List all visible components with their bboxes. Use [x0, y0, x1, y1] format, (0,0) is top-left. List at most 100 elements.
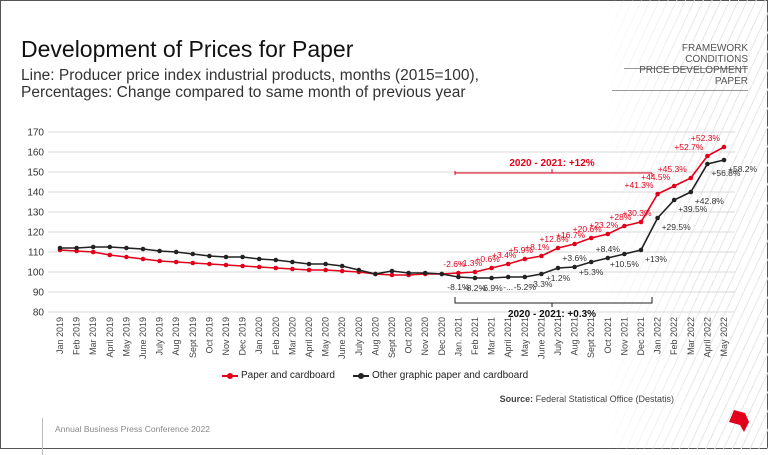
data-label: -8.2% — [464, 283, 487, 293]
data-point — [671, 183, 677, 189]
x-tick-label: Dec 2021 — [636, 317, 646, 356]
data-point — [323, 267, 328, 273]
data-label: +29.5% — [662, 222, 692, 232]
footer-event: Annual Business Press Conference 2022 — [42, 418, 210, 455]
data-label: +3.6% — [562, 253, 587, 263]
data-point — [389, 268, 395, 274]
data-point — [207, 253, 212, 259]
data-label: +8.1% — [525, 242, 550, 252]
x-tick-label: Dec 2019 — [238, 317, 248, 356]
data-point — [655, 191, 660, 197]
data-point — [539, 253, 544, 259]
y-tick-label: 120 — [27, 228, 44, 239]
data-point — [605, 231, 611, 237]
x-tick-label: Nov 2020 — [420, 317, 430, 356]
legend-marker-black-icon — [352, 372, 369, 379]
x-tick-label: Sept 2020 — [387, 317, 397, 358]
data-point — [107, 252, 113, 258]
y-tick-label: 170 — [27, 128, 44, 139]
data-point — [157, 248, 162, 254]
data-point — [572, 264, 577, 270]
data-label: +0.6% — [475, 254, 500, 264]
x-tick-label: April 2019 — [105, 317, 115, 358]
subtitle-line-2: Percentages: Change compared to same mon… — [21, 84, 466, 101]
x-tick-label: Feb 2020 — [271, 317, 281, 355]
y-tick-label: 130 — [27, 208, 44, 219]
data-label: +30.3% — [622, 208, 652, 218]
data-point — [705, 161, 710, 167]
x-tick-label: April 2022 — [702, 317, 712, 358]
x-tick-label: Jan. 2021 — [453, 317, 463, 357]
chart-legend: Paper and cardboard Other graphic paper … — [222, 370, 528, 381]
y-tick-label: 110 — [28, 248, 44, 259]
other-period-bracket — [454, 297, 653, 307]
x-tick-label: Mar 2019 — [88, 317, 98, 355]
x-tick-label: Nov 2021 — [619, 317, 629, 356]
data-point — [306, 261, 312, 267]
data-point — [622, 251, 627, 257]
data-point — [572, 241, 577, 247]
data-point — [190, 251, 196, 257]
data-label: +12.8% — [539, 234, 569, 244]
source-text: Federal Statistical Office (Destatis) — [533, 394, 674, 404]
data-label: +28% — [609, 212, 631, 222]
x-tick-label: May 2021 — [520, 317, 530, 357]
data-point — [721, 144, 727, 150]
data-point — [273, 257, 279, 263]
data-label: +23.2% — [589, 220, 619, 230]
data-point — [555, 265, 561, 271]
data-point — [124, 254, 129, 260]
x-tick-label: Sept 2021 — [586, 317, 596, 358]
data-label: -6.9% — [480, 283, 503, 293]
data-point — [588, 235, 594, 241]
data-point — [505, 274, 511, 280]
x-tick-label: Nov 2019 — [221, 317, 231, 356]
company-logo-icon — [729, 410, 749, 432]
data-label: +3.4% — [492, 250, 517, 260]
y-tick-label: 90 — [33, 288, 45, 299]
data-label: -2.6% — [443, 259, 466, 269]
data-point — [124, 245, 129, 251]
x-tick-label: July 2020 — [354, 317, 364, 356]
data-label: +8.4% — [596, 244, 621, 254]
x-tick-label: May 2020 — [321, 317, 331, 357]
data-point — [290, 259, 295, 265]
data-label: +5.3% — [579, 267, 604, 277]
data-point — [356, 267, 362, 273]
other-period-label: 2020 - 2021: +0.3% — [508, 309, 596, 320]
nav-framework-conditions[interactable]: FRAMEWORK CONDITIONS — [624, 43, 748, 69]
data-label: +52.7% — [674, 142, 704, 152]
data-point — [140, 256, 146, 262]
x-tick-label: Oct 2019 — [204, 317, 214, 354]
data-label: +44.5% — [641, 172, 671, 182]
data-point — [240, 263, 245, 269]
x-tick-label: April 2021 — [503, 317, 513, 358]
data-point — [373, 271, 378, 277]
paper-period-bracket — [454, 169, 653, 177]
x-tick-label: Jan 2022 — [653, 317, 663, 354]
legend-label: Other graphic paper and cardboard — [371, 370, 529, 381]
data-point — [489, 275, 494, 281]
source-note: Source: Federal Statistical Office (Dest… — [500, 394, 674, 404]
data-point — [207, 261, 212, 267]
nav-price-development-paper[interactable]: PRICE DEVELOPMENT PAPER — [612, 65, 748, 91]
data-label: +58.2% — [728, 164, 758, 174]
y-tick-label: 150 — [27, 168, 44, 179]
subtitle: Line: Producer price index industrial pr… — [21, 67, 479, 101]
data-label: -3.3% — [530, 279, 553, 289]
data-point — [688, 175, 694, 181]
data-point — [422, 270, 428, 276]
data-point — [539, 271, 544, 277]
legend-label: Paper and cardboard — [241, 370, 335, 381]
data-point — [273, 265, 279, 271]
data-label: +1.2% — [546, 273, 571, 283]
data-point — [505, 261, 511, 267]
data-label: +10.5% — [610, 259, 640, 269]
legend-item-paper[interactable]: Paper and cardboard — [222, 370, 335, 381]
data-point — [339, 263, 345, 269]
data-point — [588, 259, 594, 265]
x-tick-label: May 2022 — [719, 317, 729, 357]
legend-item-other[interactable]: Other graphic paper and cardboard — [352, 370, 529, 381]
data-point — [555, 245, 561, 251]
